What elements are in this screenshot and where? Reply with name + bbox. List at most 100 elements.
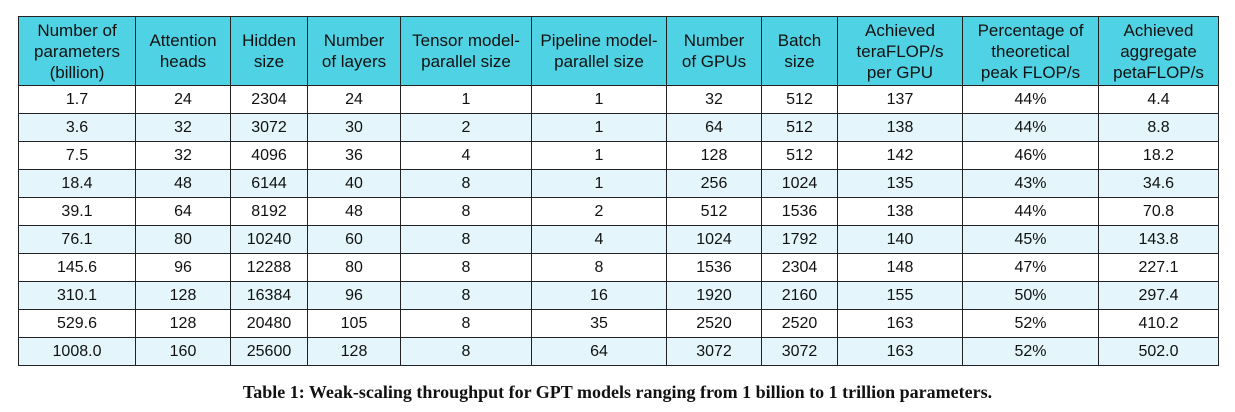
cell-percent-peak: 45% [962, 225, 1099, 254]
cell-parameters: 1008.0 [18, 337, 136, 366]
cell-parameters: 7.5 [18, 141, 136, 170]
cell-aggregate-petaflops: 18.2 [1098, 141, 1219, 170]
table-row: 1008.0 160 25600 128 8 64 3072 3072 163 52% 502.0 [18, 337, 1219, 366]
cell-hidden-size: 10240 [230, 225, 308, 254]
cell-pipeline-parallel: 4 [531, 225, 667, 254]
table-row: 145.6 96 12288 80 8 8 1536 2304 148 47% 227.1 [18, 253, 1219, 282]
cell-attention-heads: 80 [135, 225, 231, 254]
cell-tensor-parallel: 8 [400, 281, 532, 310]
cell-pipeline-parallel: 8 [531, 253, 667, 282]
cell-batch-size: 2304 [761, 253, 838, 282]
cell-num-gpus: 1024 [666, 225, 762, 254]
cell-teraflops-per-gpu: 163 [837, 337, 963, 366]
cell-teraflops-per-gpu: 137 [837, 85, 963, 114]
header-batch-size: Batch size [761, 16, 838, 86]
cell-attention-heads: 32 [135, 113, 231, 142]
header-attention-heads: Attention heads [135, 16, 231, 86]
table-caption: Table 1: Weak-scaling throughput for GPT… [242, 382, 993, 402]
cell-teraflops-per-gpu: 155 [837, 281, 963, 310]
cell-attention-heads: 128 [135, 281, 231, 310]
header-tensor-parallel: Tensor model- parallel size [400, 16, 532, 86]
cell-percent-peak: 44% [962, 113, 1099, 142]
header-num-gpus: Number of GPUs [666, 16, 762, 86]
cell-aggregate-petaflops: 297.4 [1098, 281, 1219, 310]
header-percent-peak: Percentage of theoretical peak FLOP/s [962, 16, 1099, 86]
cell-num-layers: 96 [307, 281, 401, 310]
cell-hidden-size: 25600 [230, 337, 308, 366]
cell-batch-size: 3072 [761, 337, 838, 366]
cell-hidden-size: 8192 [230, 197, 308, 226]
cell-attention-heads: 64 [135, 197, 231, 226]
cell-percent-peak: 47% [962, 253, 1099, 282]
table-row: 3.6 32 3072 30 2 1 64 512 138 44% 8.8 [18, 113, 1219, 142]
table-row: 76.1 80 10240 60 8 4 1024 1792 140 45% 143.8 [18, 225, 1219, 254]
cell-batch-size: 2160 [761, 281, 838, 310]
cell-num-layers: 128 [307, 337, 401, 366]
cell-aggregate-petaflops: 410.2 [1098, 309, 1219, 338]
cell-batch-size: 512 [761, 85, 838, 114]
cell-aggregate-petaflops: 4.4 [1098, 85, 1219, 114]
cell-percent-peak: 46% [962, 141, 1099, 170]
cell-aggregate-petaflops: 502.0 [1098, 337, 1219, 366]
cell-tensor-parallel: 8 [400, 169, 532, 198]
cell-hidden-size: 3072 [230, 113, 308, 142]
cell-teraflops-per-gpu: 148 [837, 253, 963, 282]
cell-percent-peak: 50% [962, 281, 1099, 310]
cell-tensor-parallel: 8 [400, 309, 532, 338]
cell-hidden-size: 12288 [230, 253, 308, 282]
cell-teraflops-per-gpu: 135 [837, 169, 963, 198]
cell-parameters: 3.6 [18, 113, 136, 142]
cell-batch-size: 512 [761, 113, 838, 142]
cell-percent-peak: 52% [962, 337, 1099, 366]
table-row: 7.5 32 4096 36 4 1 128 512 142 46% 18.2 [18, 141, 1219, 170]
cell-num-gpus: 128 [666, 141, 762, 170]
cell-pipeline-parallel: 2 [531, 197, 667, 226]
cell-tensor-parallel: 8 [400, 337, 532, 366]
cell-aggregate-petaflops: 8.8 [1098, 113, 1219, 142]
cell-pipeline-parallel: 35 [531, 309, 667, 338]
cell-num-layers: 60 [307, 225, 401, 254]
table-row: 310.1 128 16384 96 8 16 1920 2160 155 50% 297.4 [18, 281, 1219, 310]
cell-aggregate-petaflops: 34.6 [1098, 169, 1219, 198]
cell-num-gpus: 256 [666, 169, 762, 198]
cell-num-layers: 24 [307, 85, 401, 114]
cell-num-gpus: 3072 [666, 337, 762, 366]
cell-hidden-size: 20480 [230, 309, 308, 338]
cell-aggregate-petaflops: 227.1 [1098, 253, 1219, 282]
cell-attention-heads: 32 [135, 141, 231, 170]
cell-num-gpus: 2520 [666, 309, 762, 338]
cell-attention-heads: 24 [135, 85, 231, 114]
cell-num-layers: 80 [307, 253, 401, 282]
table-row: 18.4 48 6144 40 8 1 256 1024 135 43% 34.6 [18, 169, 1219, 198]
cell-hidden-size: 6144 [230, 169, 308, 198]
cell-num-layers: 36 [307, 141, 401, 170]
cell-tensor-parallel: 4 [400, 141, 532, 170]
cell-attention-heads: 96 [135, 253, 231, 282]
cell-attention-heads: 160 [135, 337, 231, 366]
cell-parameters: 310.1 [18, 281, 136, 310]
cell-pipeline-parallel: 1 [531, 169, 667, 198]
cell-num-layers: 48 [307, 197, 401, 226]
cell-aggregate-petaflops: 70.8 [1098, 197, 1219, 226]
table-header: Number of parameters (billion) Attention… [18, 16, 1219, 86]
header-row: Number of parameters (billion) Attention… [18, 16, 1219, 86]
cell-batch-size: 1792 [761, 225, 838, 254]
cell-teraflops-per-gpu: 140 [837, 225, 963, 254]
cell-parameters: 76.1 [18, 225, 136, 254]
cell-pipeline-parallel: 1 [531, 85, 667, 114]
cell-parameters: 1.7 [18, 85, 136, 114]
cell-pipeline-parallel: 1 [531, 113, 667, 142]
cell-pipeline-parallel: 16 [531, 281, 667, 310]
cell-teraflops-per-gpu: 138 [837, 113, 963, 142]
cell-tensor-parallel: 8 [400, 225, 532, 254]
table-row: 529.6 128 20480 105 8 35 2520 2520 163 52% 410.2 [18, 309, 1219, 338]
cell-hidden-size: 16384 [230, 281, 308, 310]
cell-num-gpus: 1536 [666, 253, 762, 282]
throughput-table: Number of parameters (billion) Attention… [18, 16, 1219, 366]
cell-num-gpus: 1920 [666, 281, 762, 310]
header-teraflops-per-gpu: Achieved teraFLOP/s per GPU [837, 16, 963, 86]
cell-tensor-parallel: 1 [400, 85, 532, 114]
cell-pipeline-parallel: 1 [531, 141, 667, 170]
cell-parameters: 529.6 [18, 309, 136, 338]
table-row: 1.7 24 2304 24 1 1 32 512 137 44% 4.4 [18, 85, 1219, 114]
